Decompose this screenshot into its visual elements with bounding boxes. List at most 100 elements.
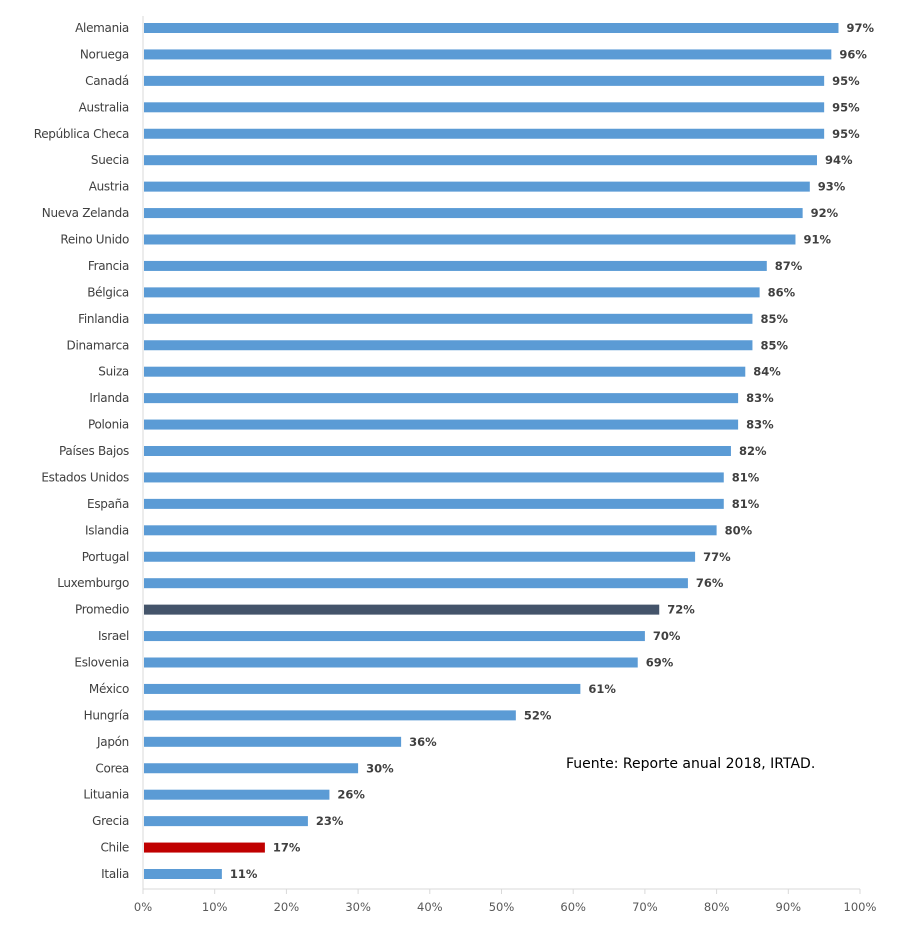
x-tick-label: 30%	[345, 900, 371, 914]
value-label-israel: 70%	[653, 629, 681, 643]
value-label-nueva-zelanda: 92%	[811, 206, 839, 220]
category-label-luxemburgo: Luxemburgo	[57, 576, 129, 590]
value-label-eslovenia: 69%	[646, 656, 674, 670]
value-label-corea: 30%	[366, 761, 394, 775]
bar-italia	[144, 869, 222, 879]
value-label-estados-unidos: 81%	[732, 470, 760, 484]
bar-lituania	[144, 789, 330, 800]
category-label-republica-checa: República Checa	[34, 127, 129, 141]
bar-espana	[144, 498, 724, 509]
value-label-irlanda: 83%	[746, 391, 774, 405]
category-label-belgica: Bélgica	[87, 285, 129, 299]
bar-portugal	[144, 551, 696, 562]
category-label-corea: Corea	[95, 761, 129, 775]
category-label-mexico: México	[89, 682, 129, 696]
bar-noruega	[144, 49, 832, 60]
bar-australia	[144, 102, 825, 113]
value-label-paises-bajos: 82%	[739, 444, 767, 458]
category-label-irlanda: Irlanda	[89, 391, 129, 405]
x-axis-ticks: 0% 10% 20% 30% 40% 50% 60% 70% 80% 90% 100%	[134, 889, 877, 914]
source-annotation: Fuente: Reporte anual 2018, IRTAD.	[566, 756, 815, 772]
value-label-austria: 93%	[818, 180, 846, 194]
category-label-lituania: Lituania	[83, 788, 129, 802]
value-label-alemania: 97%	[846, 21, 874, 35]
x-tick-label: 100%	[844, 900, 877, 914]
value-label-canada: 95%	[832, 74, 860, 88]
value-label-reino-unido: 91%	[803, 233, 831, 247]
bar-finlandia	[144, 313, 753, 324]
value-label-islandia: 80%	[725, 523, 753, 537]
bar-israel	[144, 631, 645, 642]
value-label-hungria: 52%	[524, 708, 552, 722]
value-label-luxemburgo: 76%	[696, 576, 724, 590]
category-label-italia: Italia	[101, 867, 129, 881]
category-label-reino-unido: Reino Unido	[60, 233, 129, 247]
value-label-suiza: 84%	[753, 365, 781, 379]
category-label-portugal: Portugal	[82, 550, 129, 564]
bar-islandia	[144, 525, 717, 536]
bar-francia	[144, 260, 767, 271]
category-label-noruega: Noruega	[80, 47, 129, 61]
category-label-eslovenia: Eslovenia	[74, 656, 129, 670]
bar-dinamarca	[144, 340, 753, 351]
category-label-polonia: Polonia	[88, 418, 129, 432]
bar-paises-bajos	[144, 446, 731, 456]
bar-austria	[144, 181, 810, 192]
category-label-islandia: Islandia	[85, 523, 129, 537]
category-label-suecia: Suecia	[91, 153, 129, 167]
bar-estados-unidos	[144, 472, 724, 483]
x-tick-label: 10%	[202, 900, 228, 914]
bar-eslovenia	[144, 657, 638, 668]
x-tick-label: 40%	[417, 900, 443, 914]
category-label-israel: Israel	[98, 629, 129, 643]
category-label-austria: Austria	[89, 180, 129, 194]
category-label-suiza: Suiza	[98, 365, 129, 379]
x-tick-label: 90%	[776, 900, 802, 914]
value-label-promedio: 72%	[667, 603, 695, 617]
bar-luxemburgo	[144, 578, 688, 589]
value-label-australia: 95%	[832, 100, 860, 114]
category-label-alemania: Alemania	[75, 21, 129, 35]
x-tick-label: 0%	[134, 900, 152, 914]
bar-chile	[144, 842, 265, 853]
category-label-nueva-zelanda: Nueva Zelanda	[42, 206, 129, 220]
bar-promedio	[144, 604, 660, 615]
value-label-italia: 11%	[230, 867, 258, 881]
value-label-polonia: 83%	[746, 418, 774, 432]
value-label-dinamarca: 85%	[760, 338, 788, 352]
value-label-suecia: 94%	[825, 153, 853, 167]
value-label-espana: 81%	[732, 497, 760, 511]
category-label-finlandia: Finlandia	[78, 312, 129, 326]
bar-reino-unido	[144, 234, 796, 245]
bar-polonia	[144, 419, 739, 430]
bar-nueva-zelanda	[144, 208, 803, 219]
category-label-francia: Francia	[88, 259, 129, 273]
category-label-canada: Canadá	[85, 74, 129, 88]
bar-grecia	[144, 816, 308, 827]
x-tick-label: 60%	[560, 900, 586, 914]
value-label-chile: 17%	[273, 841, 301, 855]
value-label-belgica: 86%	[768, 285, 796, 299]
value-label-mexico: 61%	[588, 682, 616, 696]
bar-irlanda	[144, 393, 739, 404]
value-label-noruega: 96%	[839, 47, 867, 61]
category-label-estados-unidos: Estados Unidos	[41, 470, 129, 484]
value-label-grecia: 23%	[316, 814, 344, 828]
value-label-republica-checa: 95%	[832, 127, 860, 141]
bars-group: Alemania 97% Noruega 96% Canadá 95% Australia 9…	[34, 21, 875, 881]
bar-suiza	[144, 366, 746, 377]
bar-alemania	[144, 23, 839, 33]
bar-canada	[144, 75, 825, 86]
bar-republica-checa	[144, 128, 825, 139]
value-label-lituania: 26%	[337, 788, 365, 802]
category-label-australia: Australia	[79, 100, 129, 114]
category-label-grecia: Grecia	[92, 814, 129, 828]
category-label-hungria: Hungría	[84, 708, 129, 722]
category-label-promedio: Promedio	[75, 603, 129, 617]
category-label-chile: Chile	[100, 841, 129, 855]
bar-suecia	[144, 155, 817, 166]
bar-belgica	[144, 287, 760, 298]
bar-corea	[144, 763, 359, 774]
x-tick-label: 80%	[704, 900, 730, 914]
